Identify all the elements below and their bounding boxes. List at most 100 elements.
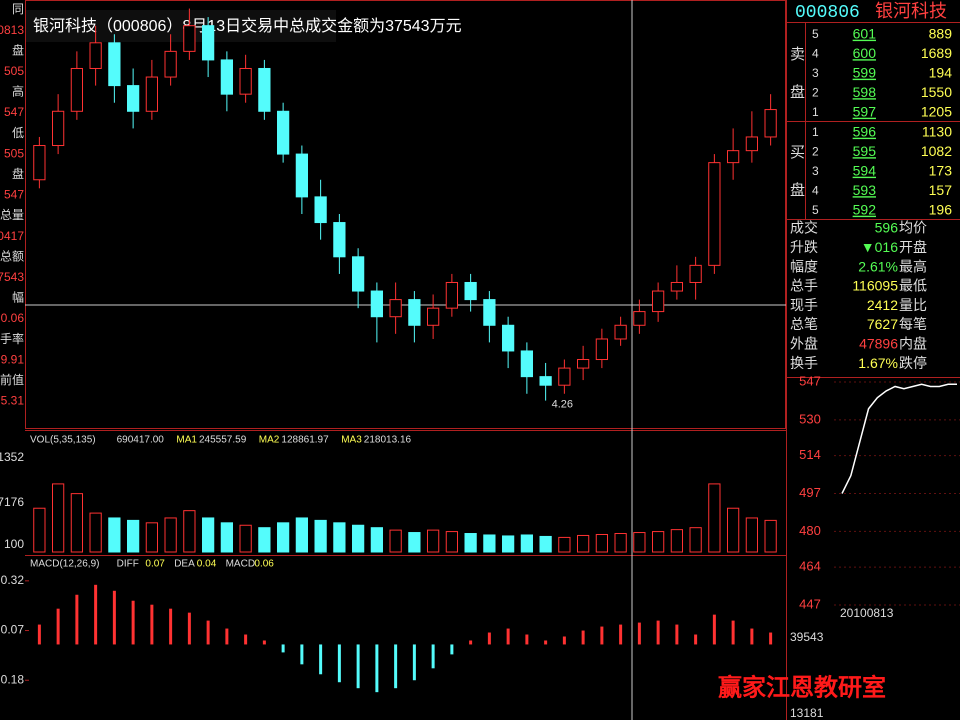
book-level: 5 — [812, 27, 819, 41]
volume-bar — [183, 510, 196, 553]
candle-body — [652, 290, 665, 313]
candle-body — [389, 299, 402, 318]
volume-bar — [502, 535, 515, 553]
volume-bar — [652, 531, 665, 553]
candle-body — [352, 256, 365, 292]
volume-bar — [52, 483, 65, 553]
volume-bar — [333, 522, 346, 553]
book-level: 3 — [812, 164, 819, 178]
stat-value: ▼016 — [861, 239, 898, 255]
panel-header: DEA — [174, 559, 195, 570]
book-volume: 889 — [929, 26, 953, 42]
intraday-tick-label: 530 — [799, 411, 821, 426]
panel-header: 0.04 — [197, 559, 217, 570]
book-volume: 194 — [929, 65, 953, 81]
volume-bar — [689, 527, 702, 553]
panel-header: 245557.59 — [199, 435, 247, 446]
candle-body — [239, 67, 252, 95]
candle-body — [502, 324, 515, 352]
candle-body — [408, 299, 421, 326]
book-volume: 196 — [929, 202, 953, 218]
book-price: 592 — [853, 202, 877, 218]
side-label: 盘 — [12, 166, 24, 181]
book-level: 5 — [812, 203, 819, 217]
side-label: 低 — [12, 126, 24, 140]
volume-bar — [670, 529, 683, 553]
intraday-tick-label: 547 — [799, 373, 821, 388]
side-label: 505 — [4, 64, 24, 78]
book-side: 买 — [790, 144, 805, 161]
volume-bar — [408, 532, 421, 553]
candle-body — [670, 281, 683, 292]
side-label: 总额 — [0, 249, 24, 263]
volume-bar — [614, 533, 627, 553]
side-label: 总量 — [0, 208, 24, 222]
volume-bar — [558, 536, 571, 553]
title: 银河科技（000806）8月13日交易中总成交金额为37543万元 — [33, 17, 462, 35]
volume-bar — [164, 517, 177, 553]
volume-bar — [389, 529, 402, 553]
volume-bar — [277, 522, 290, 553]
side-label: 547 — [4, 105, 24, 119]
candle-body — [727, 150, 740, 164]
candle-body — [483, 299, 496, 326]
panel-header: DIFF — [117, 559, 139, 570]
candle-body — [539, 376, 552, 386]
candle-body — [108, 42, 121, 87]
candle-body — [277, 110, 290, 155]
stat-value: 1.67% — [858, 355, 898, 371]
volume-bar — [520, 534, 533, 553]
intraday-tick-label: 464 — [799, 559, 821, 574]
panel-header: MA2 — [259, 435, 280, 446]
candle-body — [183, 25, 196, 52]
book-level: 2 — [812, 145, 819, 159]
stat-label: 幅度 — [790, 258, 818, 274]
stat-label: 每笔 — [899, 316, 927, 332]
volume-bar — [633, 532, 646, 553]
book-price: 593 — [853, 182, 877, 198]
candle-body — [89, 42, 102, 69]
intraday-tick-label: 480 — [799, 523, 821, 538]
panel-header: MA1 — [176, 435, 197, 446]
intraday-tick-label: 514 — [799, 447, 821, 462]
candle-body — [558, 367, 571, 386]
volume-axis-label: 100 — [4, 537, 24, 551]
candle-body — [164, 50, 177, 78]
volume-bar — [258, 527, 271, 553]
candle-body — [127, 85, 140, 112]
macd-header: MACD(12,26,9) — [30, 559, 99, 570]
stat-value: 7627 — [867, 316, 898, 332]
candle-body — [708, 162, 721, 266]
panel-header: 0.06 — [254, 559, 274, 570]
side-label: 0417 — [0, 229, 24, 243]
macd-tick-label: 0.32 — [1, 573, 25, 587]
book-volume: 1082 — [921, 143, 952, 159]
intraday-tick-label: 447 — [799, 596, 821, 611]
stat-value: 2.61% — [858, 258, 898, 274]
stat-label: 换手 — [790, 355, 818, 371]
book-level: 3 — [812, 66, 819, 80]
book-price: 598 — [853, 84, 877, 100]
volume-bar — [445, 531, 458, 553]
stat-label: 总笔 — [790, 316, 818, 332]
volume-bar — [595, 533, 608, 553]
volume-bar — [108, 517, 121, 553]
candle-body — [614, 324, 627, 340]
stat-label: 内盘 — [899, 336, 927, 352]
side-label: 0.06 — [1, 311, 25, 325]
side-label: 同 — [12, 2, 24, 16]
book-side: 盘 — [790, 83, 805, 101]
stat-label: 量比 — [899, 297, 927, 313]
intraday-vol-label: 13181 — [790, 706, 824, 720]
side-label: 盘 — [12, 42, 24, 57]
side-label: 前值 — [0, 372, 24, 387]
stat-value: 596 — [875, 220, 899, 236]
book-price: 594 — [853, 163, 877, 179]
stat-label: 现手 — [790, 297, 818, 313]
volume-bar — [239, 524, 252, 553]
volume-axis-label: 7176 — [0, 495, 24, 509]
volume-bar — [764, 519, 777, 553]
candle-body — [520, 350, 533, 378]
side-label: 高 — [12, 84, 24, 99]
